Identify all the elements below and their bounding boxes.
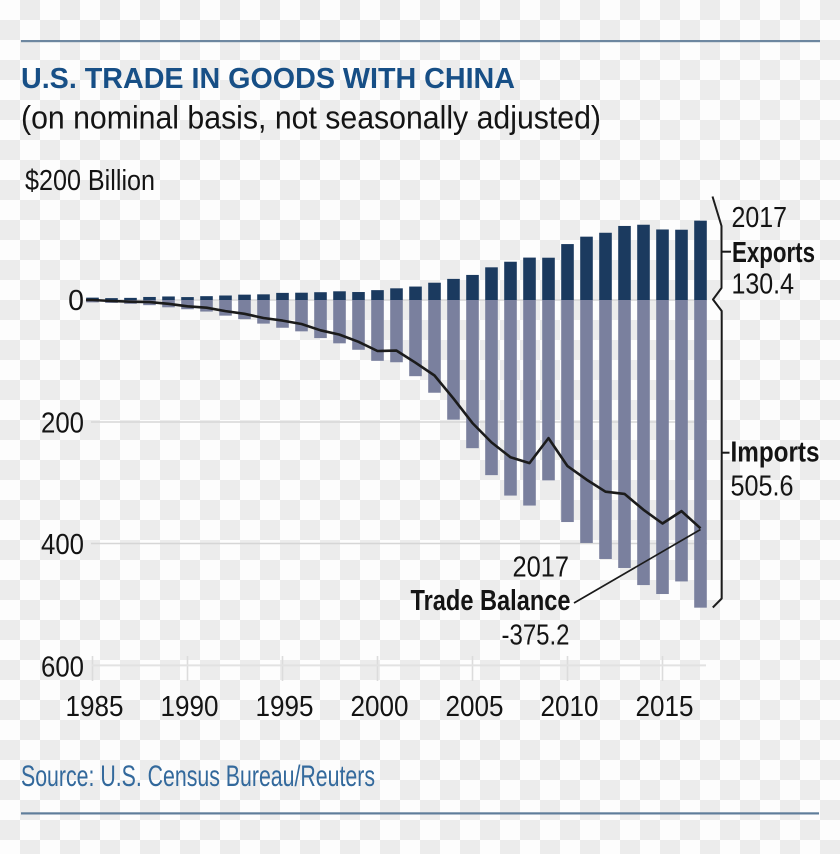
svg-text:1995: 1995	[256, 691, 314, 723]
svg-text:505.6: 505.6	[731, 471, 794, 503]
svg-text:(on nominal basis, not seasona: (on nominal basis, not seasonally adjust…	[21, 100, 601, 136]
svg-text:2015: 2015	[636, 691, 694, 723]
svg-text:1985: 1985	[66, 691, 124, 723]
svg-text:$200 Billion: $200 Billion	[25, 165, 155, 197]
svg-text:2005: 2005	[446, 691, 504, 723]
svg-text:2000: 2000	[351, 691, 409, 723]
svg-text:600: 600	[41, 652, 84, 684]
svg-text:200: 200	[41, 408, 84, 440]
svg-text:-375.2: -375.2	[502, 620, 570, 652]
svg-text:2010: 2010	[541, 691, 599, 723]
svg-text:400: 400	[41, 529, 84, 561]
svg-text:Imports: Imports	[731, 437, 820, 469]
svg-text:Trade Balance: Trade Balance	[411, 585, 571, 617]
svg-text:2017: 2017	[513, 552, 570, 584]
svg-text:1990: 1990	[161, 691, 219, 723]
svg-text:2017: 2017	[732, 202, 788, 234]
svg-text:Source: U.S. Census Bureau/Reu: Source: U.S. Census Bureau/Reuters	[21, 760, 375, 793]
svg-text:U.S. TRADE IN GOODS WITH CHINA: U.S. TRADE IN GOODS WITH CHINA	[21, 63, 515, 95]
svg-text:130.4: 130.4	[732, 269, 795, 301]
svg-text:Exports: Exports	[732, 237, 815, 269]
svg-text:0: 0	[68, 285, 84, 317]
